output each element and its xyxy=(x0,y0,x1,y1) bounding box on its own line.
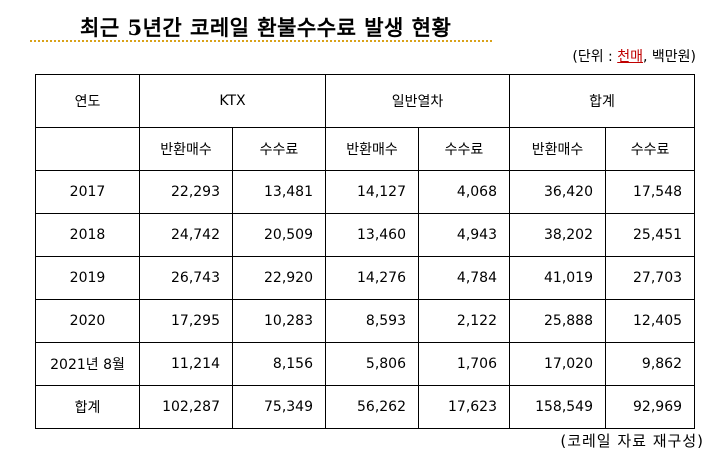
title-underline xyxy=(30,40,492,42)
unit-highlight: 천매 xyxy=(617,49,643,65)
row-year: 합계 xyxy=(35,385,140,429)
cell-value: 5,806 xyxy=(325,342,419,386)
table-row: 2020 17,295 10,283 8,593 2,122 25,888 12… xyxy=(35,299,696,343)
unit-suffix: , 백만원) xyxy=(642,49,696,65)
cell-value: 14,276 xyxy=(325,256,419,300)
cell-value: 25,451 xyxy=(604,213,696,257)
table-row: 2021년 8월 11,214 8,156 5,806 1,706 17,020… xyxy=(35,342,696,386)
cell-value: 25,888 xyxy=(509,299,606,343)
cell-value: 14,127 xyxy=(325,170,419,214)
cell-value: 22,293 xyxy=(139,170,233,214)
cell-value: 12,405 xyxy=(604,299,696,343)
cell-value: 92,969 xyxy=(604,385,696,429)
cell-value: 2,122 xyxy=(418,299,510,343)
header-total: 합계 xyxy=(508,74,696,128)
subheader-regular-fee: 수수료 xyxy=(418,127,510,171)
header-ktx: KTX xyxy=(139,74,326,128)
cell-value: 10,283 xyxy=(232,299,326,343)
sub-header-row: 반환매수 수수료 반환매수 수수료 반환매수 수수료 xyxy=(35,127,696,171)
table-row: 2018 24,742 20,509 13,460 4,943 38,202 2… xyxy=(35,213,696,257)
table-total-row: 합계 102,287 75,349 56,262 17,623 158,549 … xyxy=(35,385,696,429)
cell-value: 4,784 xyxy=(418,256,510,300)
cell-value: 4,068 xyxy=(418,170,510,214)
cell-value: 24,742 xyxy=(139,213,233,257)
cell-value: 17,020 xyxy=(509,342,606,386)
cell-value: 1,706 xyxy=(418,342,510,386)
cell-value: 13,460 xyxy=(325,213,419,257)
cell-value: 56,262 xyxy=(325,385,419,429)
table-row: 2017 22,293 13,481 14,127 4,068 36,420 1… xyxy=(35,170,696,214)
cell-value: 17,295 xyxy=(139,299,233,343)
row-year: 2019 xyxy=(35,256,140,300)
cell-value: 8,593 xyxy=(325,299,419,343)
cell-value: 102,287 xyxy=(139,385,233,429)
header-year: 연도 xyxy=(35,74,140,128)
cell-value: 41,019 xyxy=(509,256,606,300)
unit-prefix: (단위 : xyxy=(572,49,618,65)
cell-value: 4,943 xyxy=(418,213,510,257)
row-year: 2021년 8월 xyxy=(35,342,140,386)
subheader-total-fee: 수수료 xyxy=(604,127,696,171)
header-regular-train: 일반열차 xyxy=(325,74,510,128)
cell-value: 17,623 xyxy=(418,385,510,429)
page-title: 최근 5년간 코레일 환불수수료 발생 현황 xyxy=(80,15,452,40)
cell-value: 17,548 xyxy=(604,170,696,214)
subheader-total-count: 반환매수 xyxy=(509,127,606,171)
subheader-ktx-count: 반환매수 xyxy=(139,127,233,171)
cell-value: 11,214 xyxy=(139,342,233,386)
cell-value: 36,420 xyxy=(509,170,606,214)
cell-value: 158,549 xyxy=(509,385,606,429)
cell-value: 22,920 xyxy=(232,256,326,300)
cell-value: 9,862 xyxy=(604,342,696,386)
group-header-row: 연도 KTX 일반열차 합계 xyxy=(35,74,696,128)
refund-fee-table: 연도 KTX 일반열차 합계 반환매수 수수료 반환매수 수수료 반환매수 수수… xyxy=(35,74,696,429)
row-year: 2017 xyxy=(35,170,140,214)
cell-value: 8,156 xyxy=(232,342,326,386)
cell-value: 27,703 xyxy=(604,256,696,300)
header-year-blank xyxy=(35,127,140,171)
subheader-regular-count: 반환매수 xyxy=(325,127,419,171)
cell-value: 20,509 xyxy=(232,213,326,257)
row-year: 2020 xyxy=(35,299,140,343)
subheader-ktx-fee: 수수료 xyxy=(232,127,326,171)
source-note: (코레일 자료 재구성) xyxy=(560,432,704,450)
cell-value: 13,481 xyxy=(232,170,326,214)
table-row: 2019 26,743 22,920 14,276 4,784 41,019 2… xyxy=(35,256,696,300)
unit-note: (단위 : 천매, 백만원) xyxy=(572,46,696,66)
cell-value: 26,743 xyxy=(139,256,233,300)
cell-value: 38,202 xyxy=(509,213,606,257)
cell-value: 75,349 xyxy=(232,385,326,429)
row-year: 2018 xyxy=(35,213,140,257)
